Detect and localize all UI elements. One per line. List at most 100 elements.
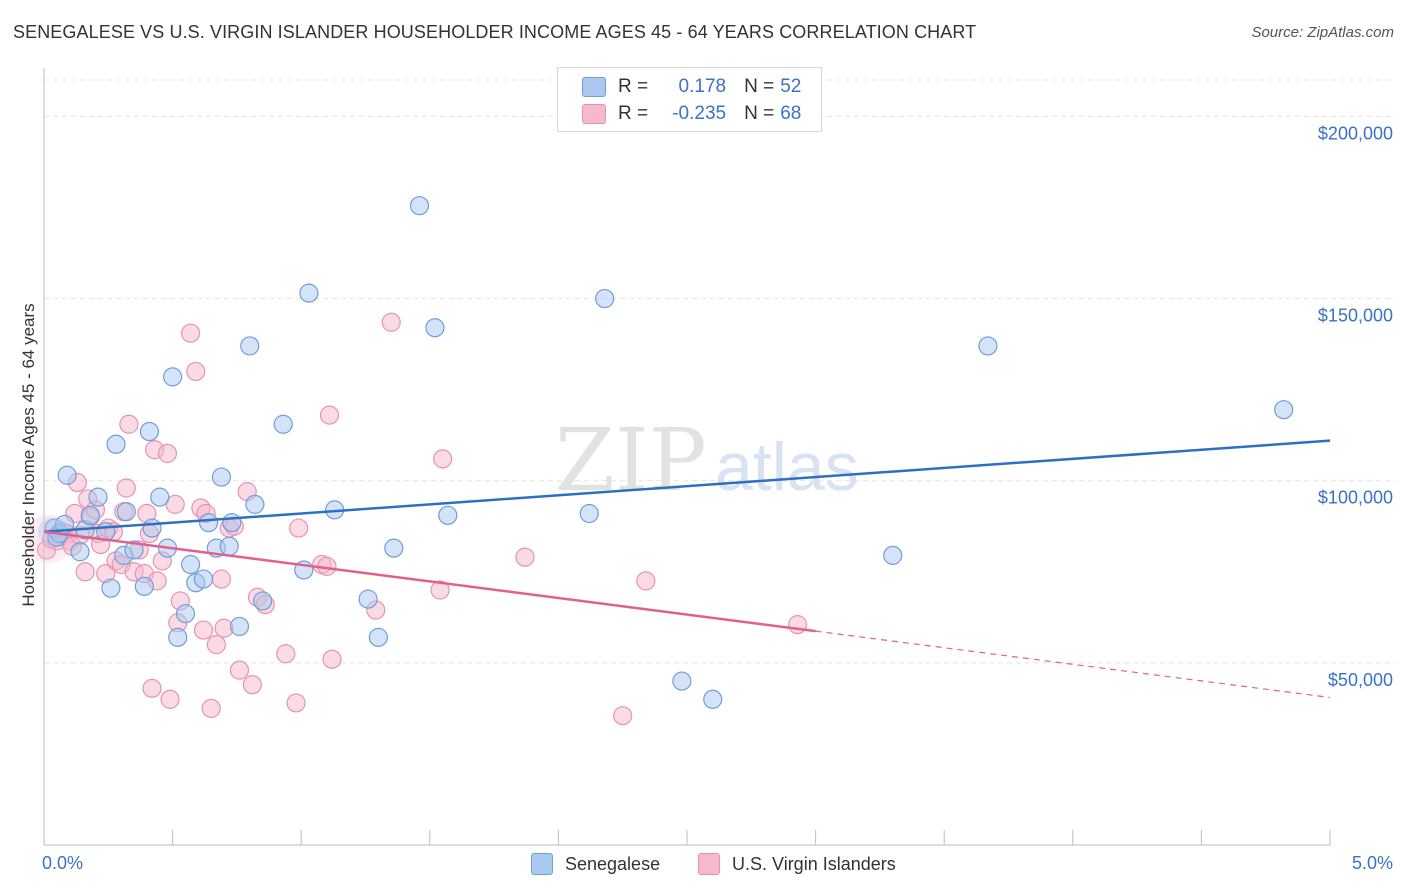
source-credit: Source: ZipAtlas.com: [1251, 24, 1394, 41]
senegalese-point: [299, 283, 319, 303]
legend-swatch-blue: [531, 853, 553, 875]
virgin-islander-point: [381, 312, 401, 332]
virgin-islander-point: [119, 414, 139, 434]
x-tick-label: 5.0%: [1352, 853, 1393, 873]
y-tick-label: $200,000: [1318, 123, 1393, 143]
virgin-islander-point: [206, 635, 226, 655]
senegalese-point: [368, 627, 388, 647]
virgin-islander-point: [276, 644, 296, 664]
legend-r-label: R =: [618, 103, 649, 124]
legend-swatch-pink: [698, 853, 720, 875]
series-legend-virgin-islanders[interactable]: U.S. Virgin Islanders: [698, 852, 896, 876]
senegalese-point: [150, 487, 170, 507]
virgin-islander-point: [242, 675, 262, 695]
senegalese-point: [142, 518, 162, 538]
legend-swatch-pink: [582, 104, 606, 124]
legend-n-label: N =: [744, 76, 775, 97]
senegalese-point: [883, 545, 903, 565]
senegalese-point: [222, 513, 242, 533]
legend-row-virgin-islanders: R = -0.235 N = 68: [582, 101, 801, 127]
trend-lines: [43, 439, 1331, 699]
y-tick-labels: $50,000 $100,000 $150,000 $200,000: [1318, 123, 1393, 689]
virgin-islander-point: [142, 678, 162, 698]
virgin-islander-point: [286, 693, 306, 713]
senegalese-point: [579, 503, 599, 524]
senegalese-point: [181, 554, 201, 575]
senegalese-point: [199, 513, 219, 533]
y-tick-label: $150,000: [1318, 306, 1393, 326]
y-axis-title: Householder Income Ages 45 - 64 years: [19, 303, 38, 607]
virgin-islander-point: [613, 706, 633, 726]
chart-title: SENEGALESE VS U.S. VIRGIN ISLANDER HOUSE…: [13, 22, 977, 42]
x-tick-labels: 0.0% 5.0%: [42, 853, 1393, 873]
senegalese-point: [80, 505, 100, 525]
legend-swatch-blue: [582, 77, 606, 97]
senegalese-point: [163, 367, 183, 387]
legend-n-label: N =: [744, 103, 775, 124]
senegalese-point: [116, 502, 136, 522]
senegalese-point: [101, 578, 121, 598]
virgin-islander-point: [211, 569, 232, 589]
virgin-islander-point: [289, 518, 309, 538]
x-tick-label: 0.0%: [42, 853, 83, 873]
senegalese-points: [37, 196, 1294, 709]
senegalese-point: [438, 505, 458, 525]
senegalese-point: [106, 434, 126, 454]
senegalese-point: [1274, 400, 1294, 420]
senegalese-point: [88, 487, 108, 507]
legend-r-label: R =: [618, 76, 649, 97]
watermark-atlas: atlas: [715, 429, 859, 505]
y-tick-label: $50,000: [1328, 670, 1393, 690]
senegalese-point: [57, 465, 77, 485]
virgin-islander-point: [322, 649, 342, 669]
virgin-islander-point: [186, 361, 206, 382]
legend-row-senegalese: R = 0.178 N = 52: [582, 74, 801, 100]
senegalese-point: [139, 421, 160, 442]
virgin-islander-point: [165, 494, 185, 514]
senegalese-point: [978, 336, 998, 356]
senegalese-point: [134, 576, 154, 596]
legend-n-value: 68: [780, 103, 802, 124]
senegalese-point: [124, 540, 144, 560]
virgin-islander-point: [75, 562, 95, 582]
legend-n-value: 52: [780, 76, 802, 97]
y-tick-label: $100,000: [1318, 488, 1393, 508]
virgin-islander-trend-extension: [815, 630, 1331, 699]
legend-r-value: 0.178: [673, 76, 727, 97]
senegalese-point: [273, 414, 293, 434]
axes: [43, 68, 1331, 846]
senegalese-point: [245, 494, 265, 514]
stats-legend: R = 0.178 N = 52 R = -0.235 N = 68: [557, 67, 822, 132]
senegalese-point: [253, 591, 273, 611]
senegalese-point: [358, 589, 378, 609]
virgin-islander-point: [116, 478, 136, 498]
senegalese-point: [409, 196, 430, 216]
virgin-islander-point: [181, 323, 201, 343]
virgin-islander-trend-line: [43, 530, 816, 633]
senegalese-point: [211, 467, 232, 487]
senegalese-point: [229, 616, 250, 637]
senegalese-point: [168, 627, 188, 647]
senegalese-point: [672, 671, 692, 691]
senegalese-point: [219, 536, 239, 556]
virgin-islander-point: [433, 449, 453, 469]
senegalese-point: [703, 689, 723, 709]
watermark-zip: ZIP: [555, 411, 707, 511]
senegalese-point: [193, 569, 214, 589]
senegalese-point: [595, 288, 615, 309]
series-label: U.S. Virgin Islanders: [732, 853, 896, 874]
virgin-islander-point: [201, 698, 221, 718]
senegalese-point: [425, 318, 445, 338]
virgin-islander-point: [160, 689, 180, 709]
virgin-islander-point: [157, 443, 178, 463]
legend-r-value: -0.235: [672, 103, 727, 124]
series-legend-senegalese[interactable]: Senegalese: [531, 852, 660, 876]
virgin-islander-point: [229, 660, 250, 680]
senegalese-point: [175, 604, 196, 624]
senegalese-point: [384, 538, 404, 558]
virgin-islander-point: [193, 620, 214, 640]
virgin-islander-point: [636, 571, 656, 591]
senegalese-trend-line: [43, 439, 1331, 533]
series-label: Senegalese: [565, 853, 661, 874]
